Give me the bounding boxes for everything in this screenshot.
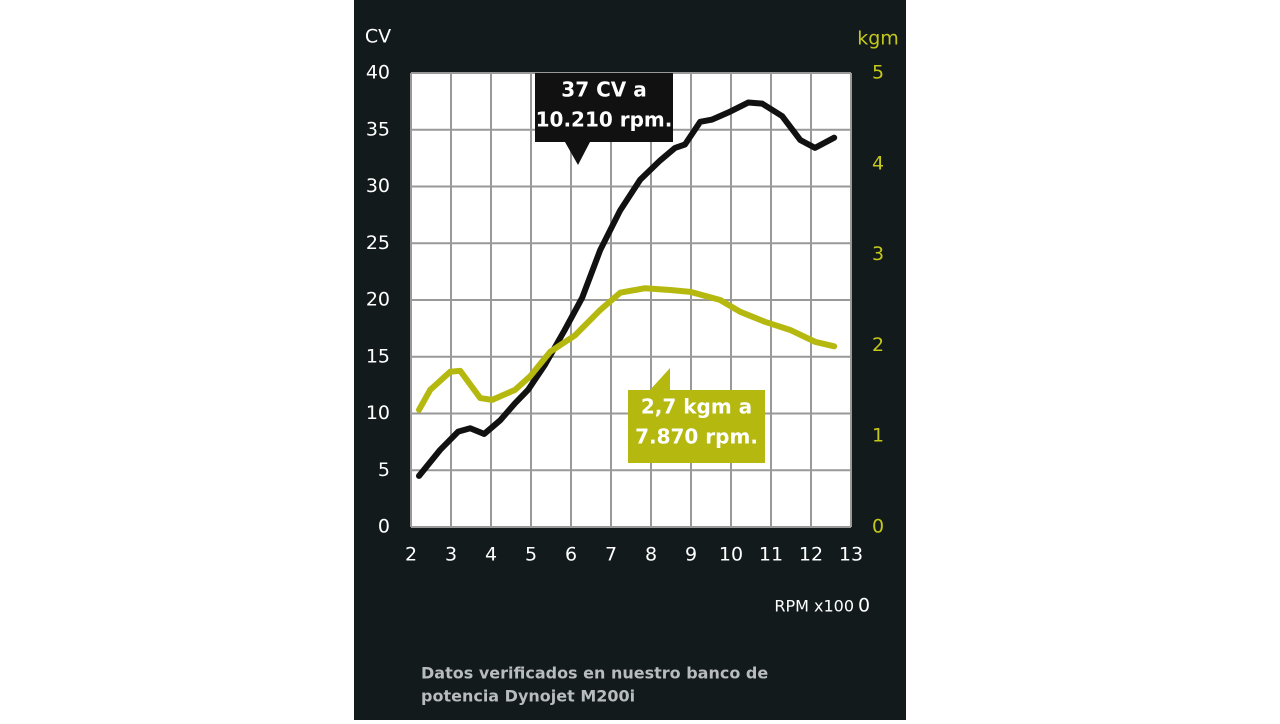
x-axis-label: RPM x100 [774, 597, 854, 616]
x-tick-label: 6 [565, 544, 577, 566]
callout-box [535, 73, 673, 142]
x-tick-label: 9 [685, 544, 697, 566]
callout-text: 2,7 kgm a [641, 395, 752, 419]
x-tick-label: 10 [719, 544, 743, 566]
y2-tick-label: 3 [872, 243, 884, 265]
y-tick-label: 5 [378, 459, 390, 481]
y-tick-label: 10 [366, 402, 390, 424]
y-tick-label: 20 [366, 289, 390, 311]
x-tick-label: 3 [445, 544, 457, 566]
y-tick-label: 35 [366, 118, 390, 140]
x-tick-label: 11 [759, 544, 783, 566]
y2-tick-label: 0 [872, 516, 884, 538]
callout-text: 7.870 rpm. [635, 425, 758, 449]
callout-pointer [565, 142, 590, 165]
y-tick-label: 30 [366, 175, 390, 197]
y-tick-label: 25 [366, 232, 390, 254]
x-tick-label: 8 [645, 544, 657, 566]
line [416, 285, 838, 413]
y2-tick-label: 5 [872, 62, 884, 84]
note: potencia Dynojet M200i [421, 687, 635, 706]
y-tick-label: 0 [378, 516, 390, 538]
y2-tick-label: 1 [872, 425, 884, 447]
y2-tick-label: 4 [872, 152, 884, 174]
x-axis-label-extra: 0 [858, 595, 870, 617]
y-tick-label: 40 [366, 62, 390, 84]
note: Datos verificados en nuestro banco de [421, 664, 768, 683]
x-tick-label: 2 [405, 544, 417, 566]
line [416, 99, 838, 479]
y-tick-label: 15 [366, 345, 390, 367]
callout-text: 37 CV a [561, 78, 646, 102]
x-tick-label: 5 [525, 544, 537, 566]
callout-text: 10.210 rpm. [536, 108, 673, 132]
x-tick-label: 4 [485, 544, 497, 566]
x-tick-label: 7 [605, 544, 617, 566]
callout-pointer [650, 368, 670, 390]
callout-box [628, 390, 765, 463]
x-tick-label: 13 [839, 544, 863, 566]
y2-axis-label: kgm [857, 28, 899, 50]
y-axis-label: CV [365, 26, 391, 48]
y2-tick-label: 2 [872, 334, 884, 356]
x-tick-label: 12 [799, 544, 823, 566]
